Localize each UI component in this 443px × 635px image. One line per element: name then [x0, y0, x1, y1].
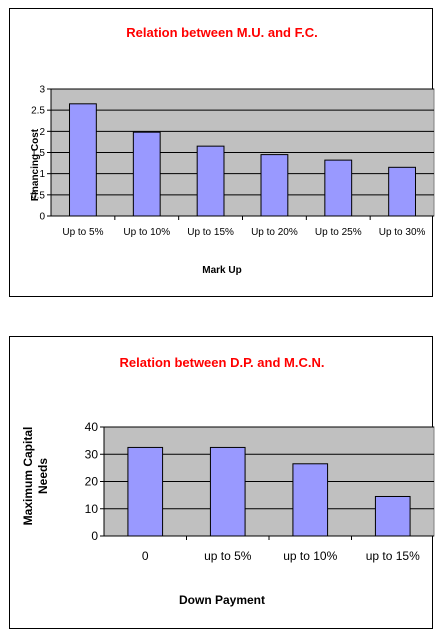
y-tick-label: 1 [39, 169, 45, 180]
x-tick-label: Up to 5% [62, 227, 103, 238]
bar [388, 166, 416, 217]
bar [374, 495, 411, 537]
x-tick-label: up to 10% [283, 549, 337, 563]
x-axis-title: Down Payment [179, 593, 265, 607]
bar [196, 145, 225, 217]
y-tick-label: 3 [39, 85, 45, 96]
chart-markup-financing-cost: Relation between M.U. and F.C. Mark Up F… [9, 8, 435, 297]
y-axis-title: Maximum CapitalNeeds [21, 427, 50, 526]
x-tick-label: up to 5% [204, 549, 252, 563]
y-tick-label: 0 [39, 212, 45, 223]
x-tick-label: Up to 10% [123, 227, 170, 238]
x-tick-label: Up to 15% [187, 227, 234, 238]
y-tick-label: 0.5 [31, 190, 45, 201]
y-tick-label: 0 [91, 529, 98, 543]
x-axis-title: Mark Up [202, 265, 241, 276]
y-tick-label: 30 [85, 447, 99, 461]
bar [209, 446, 246, 537]
bar [324, 159, 353, 217]
y-tick-label: 20 [85, 475, 99, 489]
chart-downpayment-capital-needs: Relation between D.P. and M.C.N. Down Pa… [9, 336, 435, 629]
y-tick-label: 2.5 [31, 106, 45, 117]
x-tick-label: Up to 25% [315, 227, 362, 238]
bar [127, 446, 164, 537]
y-tick-label: 40 [85, 420, 99, 434]
chart-2-svg: Relation between D.P. and M.C.N. Down Pa… [21, 355, 435, 607]
x-tick-label: up to 15% [366, 549, 420, 563]
chart-1-svg: Relation between M.U. and F.C. Mark Up F… [30, 25, 435, 276]
bar [292, 463, 329, 537]
bar [260, 154, 289, 217]
bar [132, 131, 161, 217]
y-tick-label: 1.5 [31, 148, 45, 159]
bar [69, 103, 97, 217]
x-tick-label: 0 [142, 549, 149, 563]
x-tick-label: Up to 30% [379, 227, 426, 238]
y-tick-label: 10 [85, 502, 99, 516]
chart-title: Relation between M.U. and F.C. [126, 25, 317, 40]
y-axis-title: Financing Cost [30, 128, 41, 201]
chart-title: Relation between D.P. and M.C.N. [120, 355, 325, 370]
y-tick-label: 2 [39, 127, 45, 138]
x-tick-label: Up to 20% [251, 227, 298, 238]
